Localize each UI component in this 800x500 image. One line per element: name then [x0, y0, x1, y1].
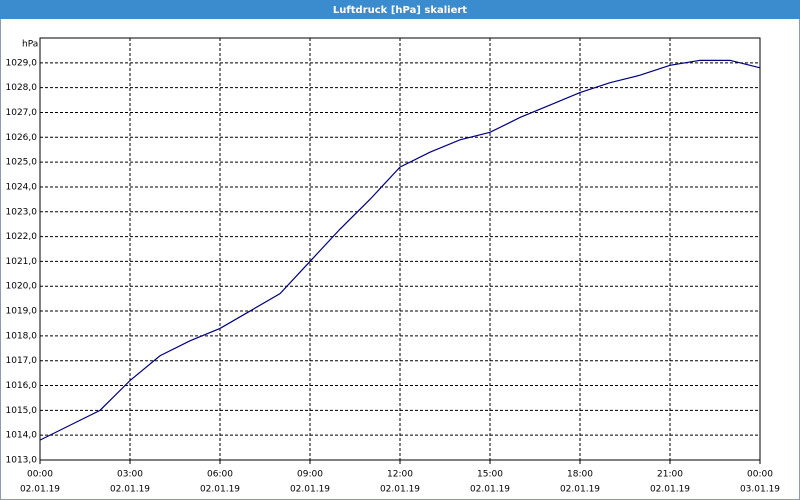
x-tick-date: 02.01.19 [110, 485, 150, 495]
x-tick-label: 12:00 [387, 470, 413, 480]
data-line [39, 59, 761, 441]
x-tick-date: 02.01.19 [380, 485, 420, 495]
y-tick-label: 1017,0 [6, 356, 38, 366]
y-unit: hPa [22, 40, 38, 50]
x-tick-date: 03.01.19 [740, 485, 780, 495]
y-tick-label: 1014,0 [6, 431, 38, 441]
x-tick-label: 09:00 [297, 470, 323, 480]
y-tick-label: 1018,0 [6, 331, 38, 341]
y-tick-label: 1016,0 [6, 381, 38, 391]
y-tick-label: 1019,0 [6, 307, 38, 317]
y-tick-label: 1023,0 [6, 207, 38, 217]
chart-title: Luftdruck [hPa] skaliert [333, 5, 467, 16]
y-tick-label: 1022,0 [6, 232, 38, 242]
y-tick-label: 1026,0 [6, 133, 38, 143]
x-tick-date: 02.01.19 [290, 485, 330, 495]
y-tick-label: 1013,0 [6, 456, 38, 466]
title-bar [0, 0, 800, 19]
y-tick-label: 1020,0 [6, 282, 38, 292]
x-tick-label: 06:00 [207, 470, 233, 480]
y-tick-label: 1015,0 [6, 406, 38, 416]
y-tick-label: 1025,0 [6, 158, 38, 168]
x-tick-label: 03:00 [117, 470, 143, 480]
x-tick-date: 02.01.19 [650, 485, 690, 495]
x-tick-date: 02.01.19 [470, 485, 510, 495]
y-tick-label: 1029,0 [6, 58, 38, 68]
plot-frame [39, 37, 761, 461]
x-tick-date: 02.01.19 [20, 485, 60, 495]
x-tick-label: 15:00 [477, 470, 503, 480]
x-tick-label: 00:00 [27, 470, 53, 480]
x-tick-date: 02.01.19 [200, 485, 240, 495]
x-tick-label: 00:00 [747, 470, 773, 480]
x-tick-label: 21:00 [657, 470, 683, 480]
x-tick-label: 18:00 [567, 470, 593, 480]
y-tick-label: 1028,0 [6, 83, 38, 93]
y-tick-label: 1027,0 [6, 108, 38, 118]
y-tick-label: 1024,0 [6, 182, 38, 192]
x-tick-date: 02.01.19 [560, 485, 600, 495]
y-tick-label: 1021,0 [6, 257, 38, 267]
